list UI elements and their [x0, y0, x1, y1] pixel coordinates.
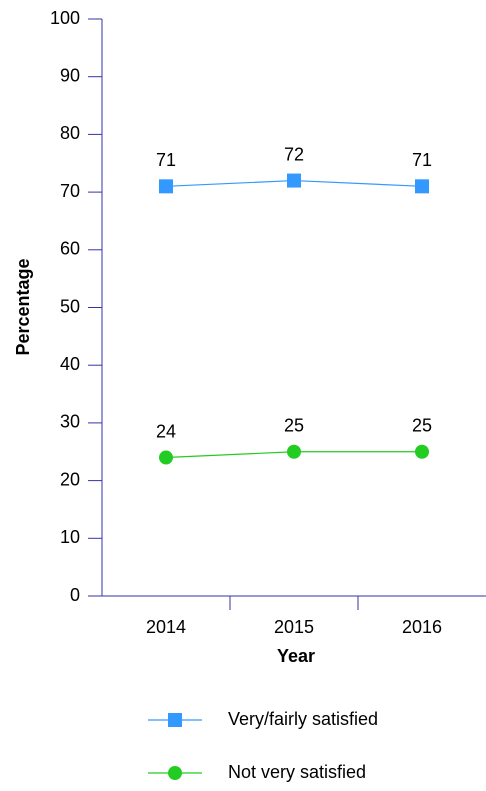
y-tick-label: 70	[60, 181, 80, 201]
x-tick-label: 2016	[402, 617, 442, 637]
data-label: 72	[284, 144, 304, 164]
x-axis-label: Year	[277, 646, 315, 666]
data-point	[415, 179, 429, 194]
data-label: 24	[156, 421, 176, 441]
legend-marker	[168, 713, 182, 727]
data-label: 25	[284, 416, 304, 436]
y-tick-label: 80	[60, 123, 80, 143]
y-tick-label: 100	[50, 8, 80, 28]
x-tick-label: 2015	[274, 617, 314, 637]
y-axis-label: Percentage	[13, 258, 33, 355]
x-tick-label: 2014	[146, 617, 186, 637]
data-point	[159, 450, 173, 465]
data-point	[287, 444, 301, 459]
data-point	[159, 179, 173, 194]
y-tick-label: 10	[60, 527, 80, 547]
y-tick-label: 40	[60, 354, 80, 374]
legend-marker	[168, 766, 182, 780]
data-label: 25	[412, 416, 432, 436]
legend-label: Very/fairly satisfied	[228, 709, 378, 729]
legend-label: Not very satisfied	[228, 762, 366, 782]
y-tick-label: 50	[60, 296, 80, 316]
y-tick-label: 90	[60, 65, 80, 85]
data-label: 71	[156, 150, 176, 170]
y-tick-label: 60	[60, 239, 80, 259]
data-point	[415, 444, 429, 459]
y-tick-label: 20	[60, 469, 80, 489]
data-label: 71	[412, 150, 432, 170]
y-tick-label: 30	[60, 412, 80, 432]
y-tick-label: 0	[70, 585, 80, 605]
data-point	[287, 173, 301, 188]
